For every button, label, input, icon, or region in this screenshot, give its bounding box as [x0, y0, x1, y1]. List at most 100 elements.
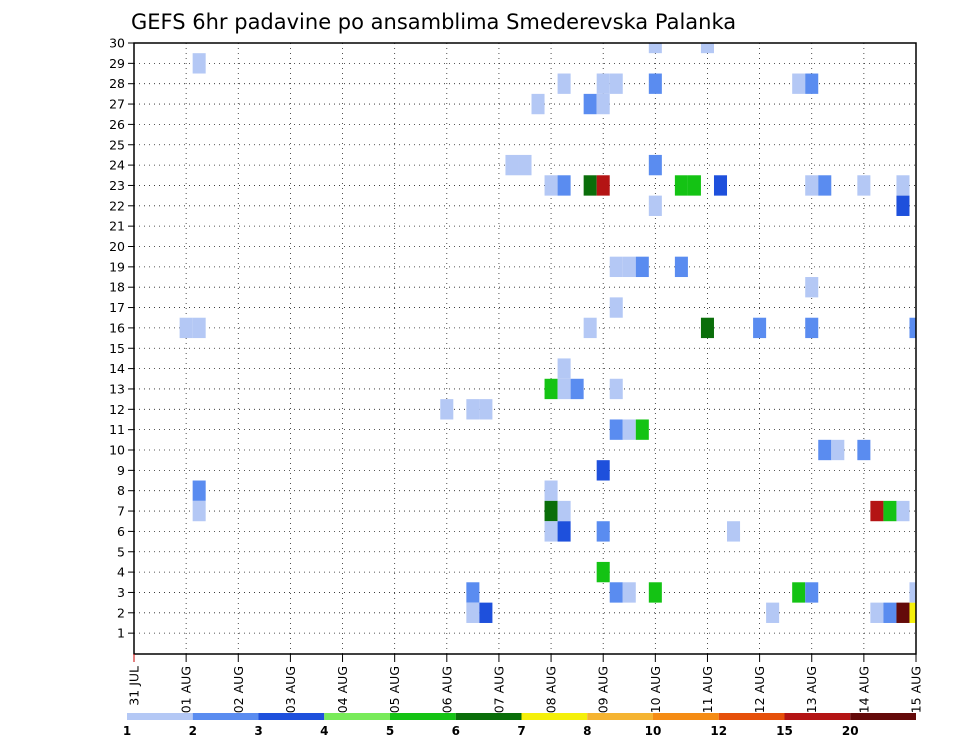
precip-cell — [609, 419, 623, 440]
precip-cell — [635, 256, 649, 278]
precip-cell — [909, 582, 916, 603]
colorbar-swatch — [653, 713, 719, 720]
precip-cell — [896, 175, 910, 196]
y-tick-label: 16 — [109, 320, 125, 335]
precip-cell — [700, 43, 714, 54]
colorbar-swatch — [850, 713, 916, 720]
precip-cell — [727, 521, 741, 542]
precip-cell — [531, 93, 545, 115]
y-tick-label: 27 — [109, 97, 125, 112]
colorbar-label: 20 — [842, 724, 859, 738]
y-tick-label: 20 — [109, 239, 125, 254]
colorbar-swatch — [521, 713, 588, 720]
x-tick-label: 02 AUG — [231, 666, 246, 713]
precip-cell — [557, 521, 571, 542]
colorbar-swatch — [324, 713, 390, 720]
x-tick-label: 04 AUG — [335, 666, 350, 713]
precip-cell — [609, 256, 623, 278]
precip-cell — [870, 500, 884, 522]
colorbar-label: 1 — [123, 724, 131, 738]
precip-cell — [544, 378, 558, 400]
x-tick-label: 07 AUG — [491, 666, 506, 713]
precip-cell — [896, 195, 910, 216]
x-tick-label: 14 AUG — [856, 666, 871, 713]
precip-cell — [648, 195, 662, 216]
precip-cell — [818, 175, 832, 196]
precip-cell — [583, 93, 597, 115]
precipitation-cells — [179, 43, 916, 623]
precip-cell — [596, 460, 610, 481]
y-axis-ticks: 1234567891011121314151617181920212223242… — [109, 36, 134, 641]
y-tick-label: 1 — [117, 626, 125, 641]
colorbar-label: 2 — [189, 724, 197, 738]
y-tick-label: 30 — [109, 36, 125, 51]
x-tick-label: 05 AUG — [387, 666, 402, 713]
chart-title: GEFS 6hr padavine po ansamblima Smederev… — [131, 10, 736, 34]
precip-cell — [909, 317, 916, 339]
y-tick-label: 12 — [109, 402, 125, 417]
precip-cell — [648, 154, 662, 176]
colorbar-swatch — [718, 713, 785, 720]
precip-cell — [583, 175, 597, 196]
y-tick-label: 14 — [109, 361, 125, 376]
y-tick-label: 18 — [109, 280, 125, 295]
precip-cell — [192, 480, 206, 501]
precip-cell — [505, 154, 519, 176]
colorbar-swatch — [784, 713, 851, 720]
y-tick-label: 24 — [109, 158, 125, 173]
precip-cell — [596, 93, 610, 115]
colorbar-swatch — [127, 713, 193, 720]
colorbar-label: 10 — [645, 724, 662, 738]
precip-cell — [674, 256, 688, 278]
precip-cell — [466, 399, 480, 420]
precip-cell — [896, 500, 910, 522]
precip-cell — [583, 317, 597, 339]
precip-cell — [192, 53, 206, 74]
precip-cell — [883, 602, 897, 623]
precip-cell — [622, 256, 636, 278]
y-tick-label: 28 — [109, 76, 125, 91]
y-tick-label: 3 — [117, 585, 125, 600]
precip-cell — [466, 602, 480, 623]
y-tick-label: 15 — [109, 341, 125, 356]
precip-cell — [766, 602, 780, 623]
precip-cell — [635, 419, 649, 440]
precip-cell — [557, 378, 571, 400]
x-tick-label: 08 AUG — [544, 666, 559, 713]
precip-cell — [792, 73, 806, 94]
y-tick-label: 17 — [109, 300, 125, 315]
precip-cell — [648, 43, 662, 54]
y-tick-label: 25 — [109, 137, 125, 152]
precip-cell — [883, 500, 897, 522]
y-tick-label: 13 — [109, 381, 125, 396]
precip-cell — [648, 582, 662, 603]
y-tick-label: 23 — [109, 178, 125, 193]
precip-cell — [544, 500, 558, 522]
precip-cell — [622, 582, 636, 603]
y-tick-label: 2 — [117, 605, 125, 620]
precip-cell — [700, 317, 714, 339]
precip-cell — [648, 73, 662, 94]
precip-cell — [544, 480, 558, 501]
precip-cell — [622, 419, 636, 440]
precip-cell — [192, 500, 206, 522]
precip-cell — [805, 73, 819, 94]
precip-cell — [805, 277, 819, 298]
precip-cell — [570, 378, 584, 400]
precip-cell — [596, 175, 610, 196]
x-tick-label: 06 AUG — [439, 666, 454, 713]
precip-cell — [544, 175, 558, 196]
x-tick-label: 12 AUG — [752, 666, 767, 713]
precip-cell — [479, 399, 493, 420]
precip-cell — [687, 175, 701, 196]
y-tick-label: 5 — [117, 544, 125, 559]
colorbar-swatch — [587, 713, 653, 720]
precip-cell — [909, 602, 916, 623]
colorbar-label: 5 — [386, 724, 394, 738]
y-tick-label: 11 — [109, 422, 125, 437]
precip-cell — [805, 582, 819, 603]
precip-cell — [557, 73, 571, 94]
colorbar-swatch — [258, 713, 325, 720]
x-tick-label: 03 AUG — [283, 666, 298, 713]
precip-cell — [557, 175, 571, 196]
